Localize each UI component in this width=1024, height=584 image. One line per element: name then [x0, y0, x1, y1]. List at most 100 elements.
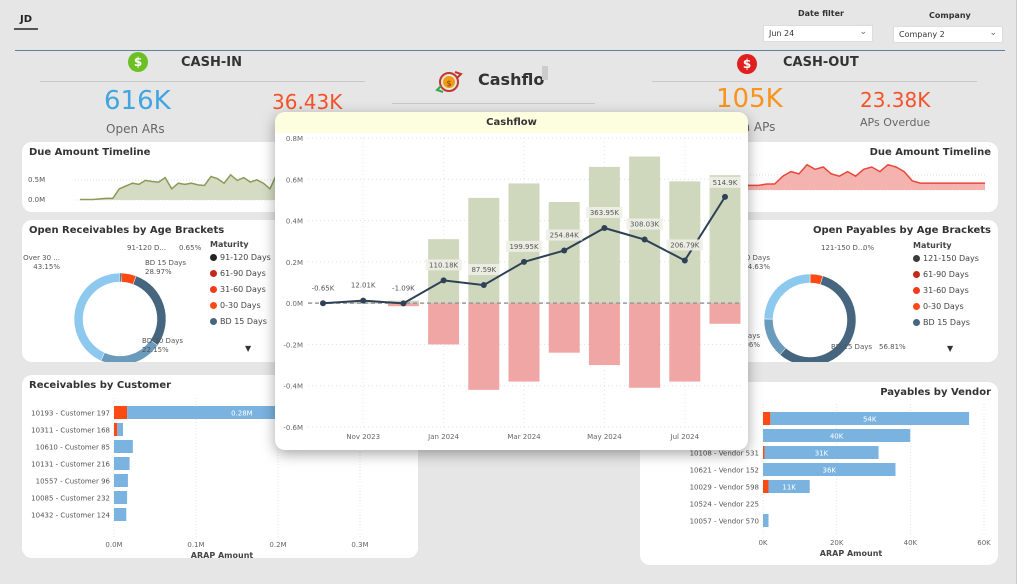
- legend-dot-icon: [913, 303, 920, 310]
- ap-timeline-title: Due Amount Timeline: [869, 147, 991, 158]
- legend-item[interactable]: 61-90 Days: [913, 270, 969, 279]
- data-label-bg: [505, 240, 543, 252]
- legend-more-icon[interactable]: ▼: [947, 344, 954, 353]
- dollar-coin-icon: $: [128, 52, 148, 72]
- aps-overdue-value: 23.38K: [860, 88, 931, 112]
- legend-item[interactable]: 31-60 Days: [210, 285, 266, 294]
- data-label: 54K: [863, 416, 877, 424]
- bar: [770, 412, 970, 425]
- date-filter-dropdown[interactable]: Jun 24 ⌄: [763, 25, 873, 42]
- y-tick: 0.8M: [286, 135, 303, 143]
- net-point: [601, 225, 608, 232]
- bar: [117, 423, 124, 436]
- ar-timeline-title: Due Amount Timeline: [29, 147, 151, 158]
- data-label: 31K: [815, 450, 829, 458]
- bar: [114, 406, 128, 419]
- data-label: 363.95K: [590, 209, 619, 217]
- company-filter-label: Company: [929, 11, 971, 20]
- data-label: -0.65K: [312, 284, 335, 292]
- cashflow-exchange-icon: $: [435, 68, 463, 96]
- legend-item[interactable]: 61-90 Days: [210, 269, 266, 278]
- donut-slice: [763, 318, 787, 356]
- net-point: [561, 247, 568, 254]
- legend-title: Maturity: [913, 241, 952, 250]
- data-label-bg: [468, 264, 500, 276]
- ap-age-title: Open Payables by Age Brackets: [812, 225, 991, 236]
- y-tick: 0.0M: [28, 196, 46, 204]
- cash-out-bar: [508, 303, 540, 382]
- cashflow-title: Cashflow: [275, 112, 748, 133]
- y-tick: -0.4M: [283, 383, 303, 391]
- cashflow-popup[interactable]: Cashflow 0.8M 0.6M 0.4M 0.2M 0.0M -0.2M -0.4M -…: [275, 112, 748, 450]
- cash-out-bar: [629, 303, 661, 388]
- cash-out-bar: [548, 303, 580, 353]
- ar-timeline-card: Due Amount Timeline 0.5M 0.0M: [22, 142, 312, 212]
- x-tick: 0.0M: [105, 541, 122, 549]
- net-point: [480, 282, 487, 289]
- net-point: [681, 257, 688, 264]
- x-axis-label: ARAP Amount: [191, 551, 254, 558]
- slice-percent: 24.63%: [743, 263, 770, 271]
- cash-out-title: CASH-OUT: [783, 55, 859, 70]
- y-tick: 0.5M: [28, 176, 46, 184]
- legend-title: Maturity: [210, 240, 249, 249]
- chevron-down-icon: ⌄: [989, 28, 997, 38]
- category-label: 10029 - Vendor 598: [690, 484, 759, 492]
- data-label: 308.03K: [630, 221, 659, 229]
- svg-text:$: $: [446, 79, 451, 88]
- net-point: [360, 297, 367, 304]
- legend-dot-icon: [913, 287, 920, 294]
- bar: [768, 480, 810, 493]
- x-tick: Mar 2024: [507, 433, 541, 441]
- company-filter-value: Company 2: [899, 30, 945, 39]
- ar-age-title: Open Receivables by Age Brackets: [29, 225, 225, 236]
- bar: [114, 440, 133, 453]
- legend-item[interactable]: BD 15 Days: [210, 317, 267, 326]
- legend-label: 31-60 Days: [923, 286, 969, 295]
- slice-label: BD 15 Days: [831, 343, 872, 351]
- cash-in-bar: [629, 156, 661, 304]
- ar-customer-title: Receivables by Customer: [29, 380, 172, 391]
- legend-label: 31-60 Days: [220, 285, 266, 294]
- legend-label: 121-150 Days: [923, 254, 979, 263]
- data-label: 254.84K: [550, 232, 579, 240]
- divider: [392, 103, 595, 104]
- data-label-bg: [546, 229, 583, 241]
- ap-timeline-card: Due Amount Timeline: [700, 142, 998, 212]
- legend-dot-icon: [913, 255, 920, 262]
- cash-out-bar: [709, 303, 741, 324]
- y-tick: 0.2M: [286, 259, 303, 267]
- legend-item[interactable]: 121-150 Days: [913, 254, 979, 263]
- cash-out-bar: [428, 303, 460, 345]
- data-label: 206.79K: [670, 241, 699, 249]
- open-ars-value: 616K: [104, 86, 171, 116]
- category-label: 10085 - Customer 232: [31, 495, 110, 503]
- category-label: 10108 - Vendor 531: [690, 450, 759, 458]
- legend-item[interactable]: BD 15 Days: [913, 318, 970, 327]
- slice-percent: 22.15%: [142, 346, 169, 354]
- cash-out-bar: [669, 303, 701, 382]
- category-label: 10610 - Customer 85: [36, 444, 110, 452]
- header-divider: [15, 50, 1005, 51]
- x-tick: 0K: [758, 539, 767, 547]
- bar: [114, 474, 128, 487]
- net-point: [722, 193, 728, 200]
- legend-item[interactable]: 0-30 Days: [913, 302, 964, 311]
- divider: [40, 81, 365, 82]
- bar: [114, 423, 118, 436]
- y-tick: 0.6M: [286, 176, 303, 184]
- company-filter-dropdown[interactable]: Company 2 ⌄: [893, 26, 1003, 43]
- area: [710, 164, 985, 190]
- donut-slice: [763, 273, 811, 320]
- bar: [763, 429, 911, 442]
- legend-item[interactable]: 0-30 Days: [210, 301, 261, 310]
- legend-item[interactable]: 31-60 Days: [913, 286, 969, 295]
- net-point: [440, 277, 447, 284]
- legend-more-icon[interactable]: ▼: [245, 344, 252, 353]
- company-logo: JD: [14, 14, 38, 34]
- ap-age-card: Open Payables by Age Brackets 121-150 D.…: [700, 220, 998, 362]
- legend-item[interactable]: 91-120 Days: [210, 253, 271, 262]
- category-label: 10557 - Customer 96: [36, 478, 111, 486]
- slice-percent: 0%: [863, 244, 874, 252]
